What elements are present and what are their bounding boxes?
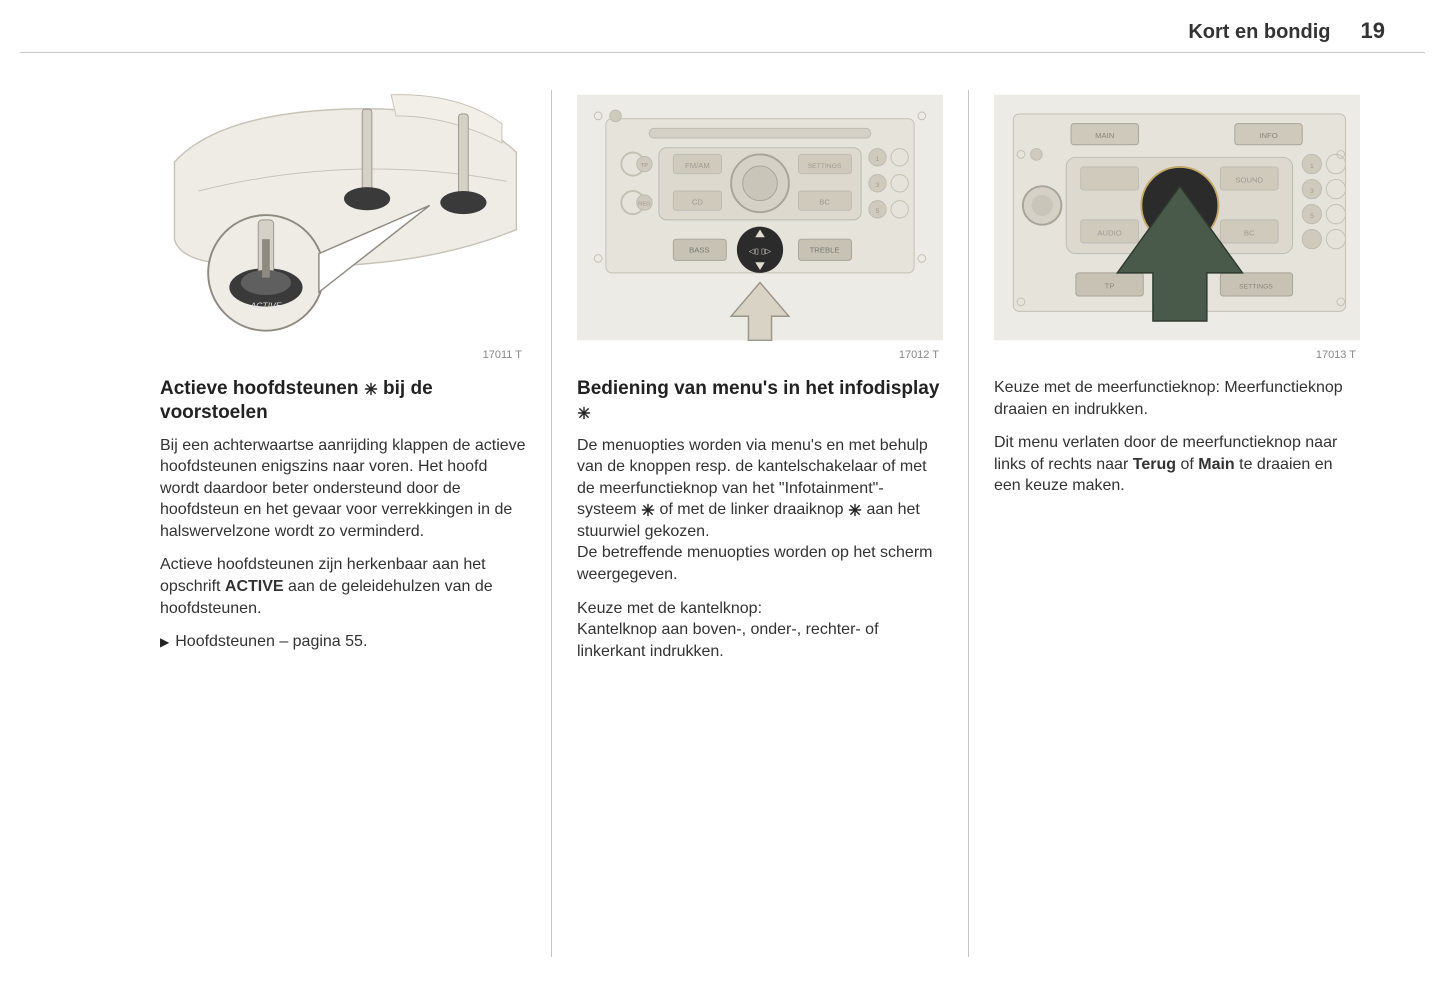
svg-text:SETTINGS: SETTINGS (1239, 283, 1273, 290)
para-col3-2: Dit menu verlaten door de meerfunctiekno… (994, 432, 1360, 497)
svg-text:1: 1 (876, 156, 880, 163)
svg-text:SETTINGS: SETTINGS (808, 163, 842, 170)
para-col1-1: Bij een achterwaartse aanrijding klappen… (160, 435, 526, 543)
figure-caption-2: 17012 T (577, 349, 943, 361)
option-star-icon (577, 406, 591, 420)
svg-text:CD: CD (692, 197, 704, 206)
para-col3-1: Keuze met de meerfunctieknop: Meerfuncti… (994, 377, 1360, 420)
option-star-icon (641, 503, 655, 517)
svg-text:ACTIVE: ACTIVE (249, 301, 281, 311)
radio-illustration-main: MAIN INFO SOUND AUDIO BC 1 (994, 90, 1360, 345)
figure-infodisplay: FM/AM SETTINGS CD BC TP REG 1 (577, 90, 943, 345)
svg-text:INFO: INFO (1259, 131, 1277, 140)
svg-text:MAIN: MAIN (1095, 131, 1114, 140)
svg-text:BC: BC (819, 197, 830, 206)
heading-col1: Actieve hoofdsteunen bij de voorstoelen (160, 377, 526, 425)
svg-text:3: 3 (876, 182, 880, 189)
figure-headrest: ACTIVE (160, 90, 526, 345)
para-col1-2: Actieve hoofdsteunen zijn herkenbaar aan… (160, 554, 526, 619)
figure-caption-3: 17013 T (994, 349, 1360, 361)
column-2: FM/AM SETTINGS CD BC TP REG 1 (552, 90, 968, 957)
content-columns: ACTIVE 17011 T Actieve hoofdsteunen bij … (135, 90, 1385, 957)
svg-text:FM/AM: FM/AM (685, 161, 710, 170)
svg-text:5: 5 (1310, 213, 1314, 220)
para-col2-2: Keuze met de kantelknop:Kantelknop aan b… (577, 598, 943, 663)
svg-text:◁▯ ▯▷: ◁▯ ▯▷ (749, 247, 773, 256)
svg-text:REG: REG (638, 201, 651, 207)
svg-text:TP: TP (1105, 281, 1115, 290)
svg-text:5: 5 (876, 208, 880, 215)
figure-multiknob: MAIN INFO SOUND AUDIO BC 1 (994, 90, 1360, 345)
heading-col2: Bediening van menu's in het infodisplay (577, 377, 943, 425)
option-star-icon (848, 503, 862, 517)
svg-text:1: 1 (1310, 163, 1314, 170)
svg-text:BC: BC (1244, 228, 1255, 237)
radio-illustration-tilt: FM/AM SETTINGS CD BC TP REG 1 (577, 90, 943, 345)
cross-reference: Hoofdsteunen – pagina 55. (160, 631, 526, 653)
svg-text:BASS: BASS (689, 246, 710, 255)
svg-text:SOUND: SOUND (1235, 175, 1263, 184)
svg-text:3: 3 (1310, 188, 1314, 195)
column-1: ACTIVE 17011 T Actieve hoofdsteunen bij … (135, 90, 551, 957)
option-star-icon (364, 382, 378, 396)
headrest-illustration: ACTIVE (160, 90, 526, 345)
svg-text:AUDIO: AUDIO (1097, 228, 1121, 237)
page-number: 19 (1361, 18, 1385, 44)
svg-text:TP: TP (641, 163, 649, 169)
column-3: MAIN INFO SOUND AUDIO BC 1 (969, 90, 1385, 957)
figure-caption-1: 17011 T (160, 349, 526, 361)
svg-text:TREBLE: TREBLE (810, 246, 840, 255)
horizontal-rule (20, 52, 1425, 53)
section-title: Kort en bondig (1188, 21, 1330, 44)
para-col2-1: De menuopties worden via menu's en met b… (577, 435, 943, 586)
page-header: Kort en bondig 19 (1188, 18, 1385, 44)
